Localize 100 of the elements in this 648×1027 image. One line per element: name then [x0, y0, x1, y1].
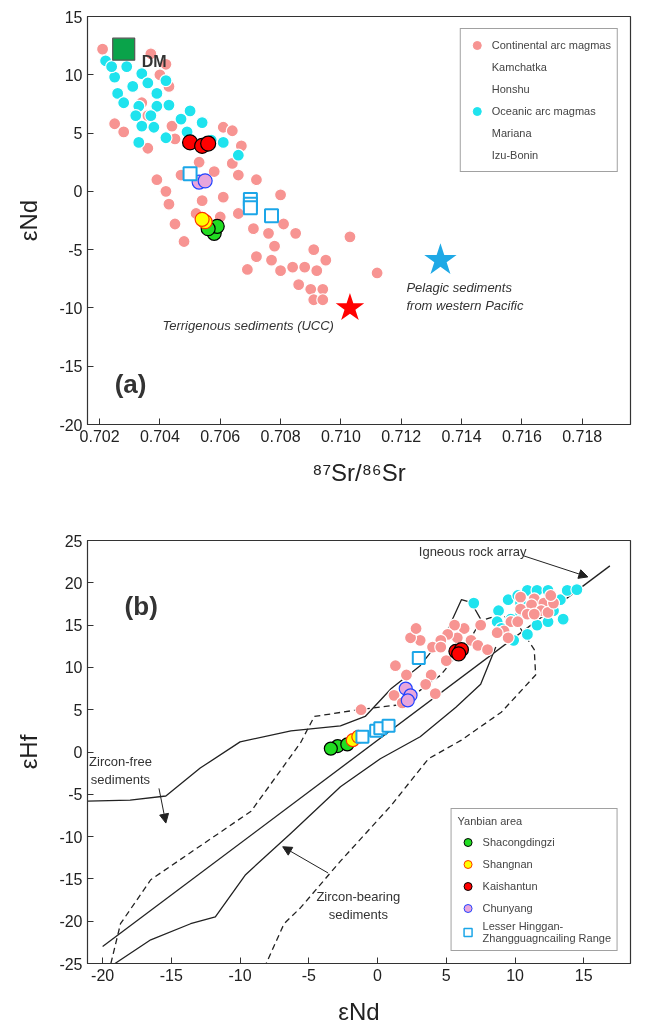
y-tick-label: -10: [59, 828, 83, 846]
point: [95, 42, 110, 56]
x-tick-label: 0.708: [260, 427, 301, 445]
point: [428, 687, 442, 701]
annotation: Honshu: [491, 82, 530, 96]
point: [162, 98, 176, 112]
point: [292, 278, 306, 292]
y-tick-label: 0: [73, 183, 83, 201]
y-tick-label: 0: [73, 744, 83, 761]
point: [403, 631, 418, 645]
legend-label: Continental arc magmas: [491, 38, 611, 52]
point: [195, 115, 209, 130]
point: [474, 618, 488, 632]
point: [231, 206, 245, 221]
point: [231, 148, 245, 162]
point: [319, 253, 333, 267]
point: [117, 96, 131, 110]
annotation: Zircon-bearing sediments: [316, 889, 401, 923]
x-tick-label: -10: [228, 966, 252, 984]
point: [501, 631, 515, 645]
x-tick-label: -20: [91, 966, 115, 984]
point: [177, 234, 191, 249]
y-tick-label: -15: [59, 870, 83, 888]
point: [400, 693, 415, 708]
x-tick-label: 0.716: [501, 427, 543, 445]
x-tick-label: 10: [506, 966, 525, 984]
point: [471, 638, 485, 652]
x-tick-label: 0.710: [320, 427, 362, 445]
point: [310, 264, 324, 278]
x-tick-label: 0.718: [562, 427, 603, 445]
point: [491, 604, 506, 618]
point: [490, 626, 504, 640]
point: [216, 190, 230, 204]
point: [424, 243, 457, 274]
point: [276, 217, 291, 231]
point: [354, 703, 368, 717]
point: [197, 173, 213, 189]
point: [249, 250, 264, 264]
legend-label: Shacongdingzi: [482, 835, 555, 849]
x-tick-label: -15: [159, 966, 184, 984]
legend-label: Oceanic arc magmas: [491, 104, 596, 118]
y-tick-label: -20: [59, 913, 83, 931]
point: [108, 117, 122, 131]
point: [520, 627, 534, 641]
point: [467, 596, 481, 610]
legend-label: Shangnan: [482, 857, 533, 871]
point: [249, 173, 264, 187]
point: [242, 200, 258, 216]
y-tick-label: 5: [73, 701, 83, 719]
y-tick-label: 10: [64, 659, 83, 677]
point: [419, 677, 433, 691]
point: [111, 86, 125, 101]
y-tick-label: -25: [59, 955, 83, 973]
y-tick-label: 20: [64, 574, 83, 592]
y-axis-title: εNd: [15, 199, 43, 242]
point: [355, 729, 370, 744]
point: [231, 168, 245, 182]
point: [388, 659, 403, 673]
y-tick-label: 15: [64, 617, 83, 635]
point: [200, 135, 217, 152]
x-tick-label: 0.706: [200, 427, 241, 445]
point: [556, 612, 570, 626]
point: [225, 124, 239, 138]
point: [216, 135, 230, 149]
point: [112, 37, 136, 61]
point: [108, 70, 122, 84]
point: [298, 260, 312, 274]
x-tick-label: -5: [301, 966, 317, 984]
point: [307, 243, 321, 257]
point: [182, 166, 198, 182]
point: [264, 208, 280, 224]
point: [132, 135, 146, 149]
y-tick-label: 10: [64, 66, 83, 84]
point: [135, 119, 149, 133]
point: [240, 262, 254, 277]
point: [480, 643, 495, 657]
point: [511, 615, 525, 629]
legend-label: Chunyang: [482, 901, 533, 915]
y-tick-label: -5: [68, 786, 83, 804]
point: [387, 688, 401, 702]
annotation: (a): [114, 368, 147, 399]
point: [117, 125, 131, 139]
point: [174, 112, 188, 126]
point: [434, 640, 448, 654]
point: [273, 264, 288, 278]
point: [150, 99, 164, 113]
x-axis-title: ⁸⁷Sr/⁸⁶Sr: [312, 458, 406, 486]
point: [411, 651, 426, 666]
annotation: Zircon-free sediments: [89, 753, 152, 787]
legend-label: Lesser Hinggan- Zhangguagncailing Range: [482, 920, 611, 944]
x-tick-label: 0.704: [139, 427, 181, 445]
point: [141, 141, 155, 155]
series-label: Pelagic sediments from western Pacific: [406, 280, 524, 314]
point: [159, 74, 173, 88]
point: [129, 109, 143, 123]
y-tick-label: -5: [68, 241, 83, 259]
x-tick-label: 15: [574, 966, 593, 984]
legend-label: Kaishantun: [482, 879, 538, 893]
point: [141, 76, 155, 90]
point: [159, 184, 173, 198]
